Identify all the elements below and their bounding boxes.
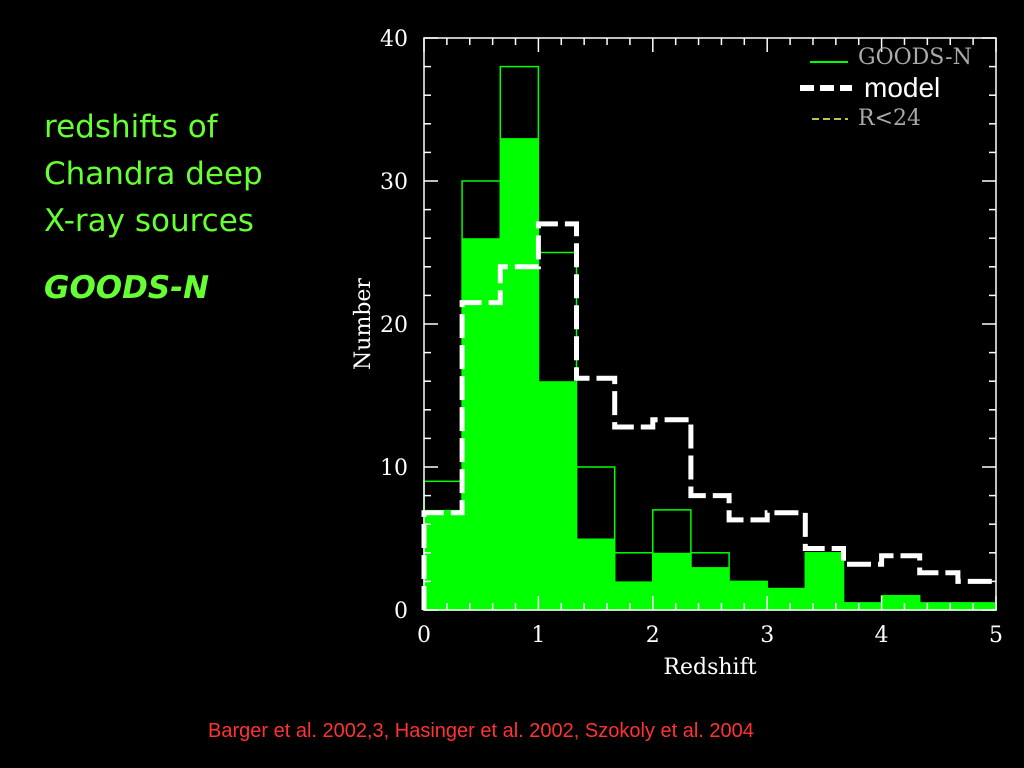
filled-bar-5 <box>614 581 653 610</box>
x-tick-label: 5 <box>989 623 1003 648</box>
filled-bar-12 <box>881 595 920 610</box>
legend-label-model: model <box>864 72 940 103</box>
title-line-1: redshifts of <box>44 109 218 145</box>
legend: GOODS-N model R<24 <box>800 45 972 131</box>
legend-label-goods-n: GOODS-N <box>858 45 972 70</box>
filled-bar-14 <box>957 602 996 610</box>
slide-title: redshifts of Chandra deep X-ray sources <box>44 104 263 245</box>
y-tick-label: 40 <box>380 27 408 52</box>
y-tick-label: 10 <box>380 456 408 481</box>
x-tick-label: 1 <box>531 623 545 648</box>
filled-bars-group <box>424 138 996 610</box>
filled-bar-2 <box>500 138 539 610</box>
x-tick-label: 0 <box>417 623 431 648</box>
title-line-2: Chandra deep <box>44 156 263 192</box>
title-line-3: X-ray sources <box>44 203 254 239</box>
axis-ticks-group <box>423 37 997 611</box>
filled-bar-1 <box>462 238 501 610</box>
filled-bar-7 <box>690 567 730 610</box>
filled-bar-3 <box>538 381 577 610</box>
y-tick-label: 0 <box>394 599 408 624</box>
legend-label-r24: R<24 <box>858 106 921 131</box>
y-axis-label: Number <box>351 278 376 370</box>
x-tick-label: 3 <box>760 623 774 648</box>
model-line-group <box>421 221 996 610</box>
filled-bar-0 <box>424 509 463 610</box>
y-tick-label: 20 <box>380 313 408 338</box>
filled-bar-8 <box>729 581 768 610</box>
filled-bar-6 <box>652 552 691 610</box>
filled-bar-4 <box>576 538 615 610</box>
filled-bar-13 <box>919 602 958 610</box>
x-tick-label: 2 <box>646 623 660 648</box>
filled-bar-10 <box>805 552 844 610</box>
tick-labels-group: 0 1 2 3 4 5 0 10 20 30 40 <box>380 27 1003 648</box>
y-tick-label: 30 <box>380 170 408 195</box>
model-line <box>421 221 996 610</box>
citation-caption: Barger et al. 2002,3, Hasinger et al. 20… <box>208 720 754 742</box>
filled-bar-11 <box>843 602 882 610</box>
filled-bar-9 <box>767 588 806 610</box>
slide-subtitle: GOODS-N <box>44 270 210 306</box>
x-tick-label: 4 <box>875 623 889 648</box>
x-axis-label: Redshift <box>663 655 756 680</box>
